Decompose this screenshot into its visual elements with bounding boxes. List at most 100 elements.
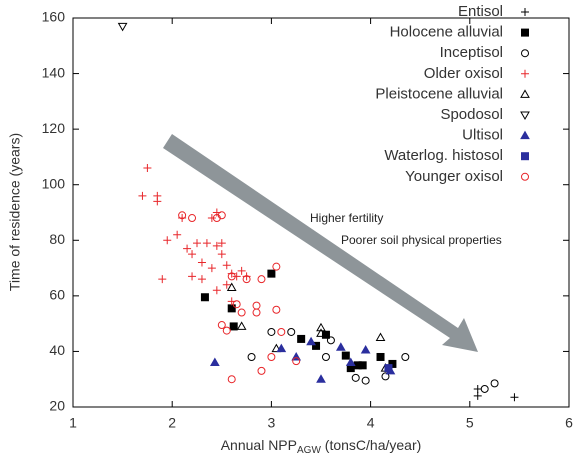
y-tick-label: 160 <box>42 9 66 25</box>
point <box>209 357 220 367</box>
point <box>188 272 197 281</box>
legend-label: Younger oxisol <box>405 168 503 185</box>
legend-marker <box>521 152 529 161</box>
point <box>183 244 192 253</box>
point <box>257 366 266 375</box>
point <box>480 384 489 393</box>
x-tick-label: 6 <box>565 415 573 431</box>
x-label-sub: AGW <box>297 445 321 456</box>
x-axis-label: Annual NPPAGW (tonsC/ha/year) <box>221 437 422 456</box>
point <box>232 300 241 309</box>
y-tick-label: 40 <box>49 342 65 358</box>
legend-marker <box>520 111 530 121</box>
x-tick-label: 2 <box>168 415 176 431</box>
point <box>384 364 393 373</box>
point <box>358 361 367 370</box>
point <box>117 22 128 32</box>
point <box>173 230 182 239</box>
y-tick-label: 100 <box>42 175 66 191</box>
point <box>212 241 221 250</box>
plot-frame <box>72 17 570 408</box>
point <box>341 351 350 360</box>
legend-marker <box>520 130 530 140</box>
point <box>207 214 216 223</box>
point <box>271 343 282 353</box>
point <box>236 321 247 330</box>
legend-marker <box>521 49 529 58</box>
point <box>207 264 216 273</box>
legend-label: Holocene alluvial <box>390 24 503 41</box>
point <box>217 321 226 330</box>
point <box>473 384 482 393</box>
point <box>138 191 147 200</box>
point <box>153 197 162 206</box>
point <box>316 374 326 383</box>
point <box>229 322 238 331</box>
point <box>202 239 211 248</box>
point <box>321 330 330 339</box>
point <box>193 239 201 248</box>
legend-marker <box>521 28 529 37</box>
point <box>197 258 206 267</box>
point <box>242 275 251 284</box>
legend-label: Spodosol <box>440 106 503 123</box>
point <box>267 269 276 278</box>
point <box>143 164 152 173</box>
point <box>277 327 286 336</box>
y-axis-label: Time of residence (years) <box>7 133 23 291</box>
point <box>376 352 385 361</box>
point <box>222 261 231 270</box>
y-tick-label: 140 <box>42 64 66 80</box>
legend-label: Inceptisol <box>440 44 503 61</box>
point <box>252 301 261 310</box>
legend-label: Waterlog. histosol <box>384 147 503 164</box>
point <box>267 352 276 361</box>
x-label-main: Annual NPP <box>221 437 297 453</box>
legend-marker <box>520 89 530 98</box>
y-tick-label: 80 <box>49 231 65 247</box>
point <box>345 357 356 367</box>
point <box>292 357 301 366</box>
legend-label: Pleistocene alluvial <box>375 85 503 102</box>
point <box>267 327 276 336</box>
point <box>237 266 246 275</box>
point <box>217 250 226 259</box>
x-label-rest: (tonsC/ha/year) <box>321 437 421 453</box>
point <box>351 373 360 382</box>
point <box>287 327 296 336</box>
point <box>272 262 281 271</box>
point <box>188 250 197 259</box>
point <box>361 376 370 385</box>
point <box>272 305 281 314</box>
point <box>326 336 335 345</box>
point <box>297 334 306 343</box>
point <box>510 393 519 402</box>
legend-label: Ultisol <box>462 127 503 144</box>
point <box>237 308 246 317</box>
point <box>312 341 321 350</box>
point <box>158 275 167 284</box>
point <box>335 342 346 351</box>
point <box>252 308 261 317</box>
y-tick-label: 20 <box>49 398 65 414</box>
point <box>226 282 237 292</box>
point <box>381 372 390 381</box>
x-tick-label: 3 <box>268 415 276 431</box>
annotation: Poorer soil physical properties <box>341 233 502 247</box>
point <box>490 379 499 388</box>
point <box>306 336 316 346</box>
legend-marker <box>521 8 529 16</box>
x-tick-label: 5 <box>466 415 474 431</box>
point <box>217 239 226 248</box>
annotation: Higher fertility <box>310 211 383 225</box>
point <box>316 328 326 337</box>
point <box>375 332 386 342</box>
point <box>222 280 231 289</box>
point <box>316 322 326 332</box>
point <box>247 352 256 361</box>
point <box>401 352 410 361</box>
point <box>222 326 231 335</box>
point <box>188 214 197 223</box>
point <box>276 343 287 353</box>
